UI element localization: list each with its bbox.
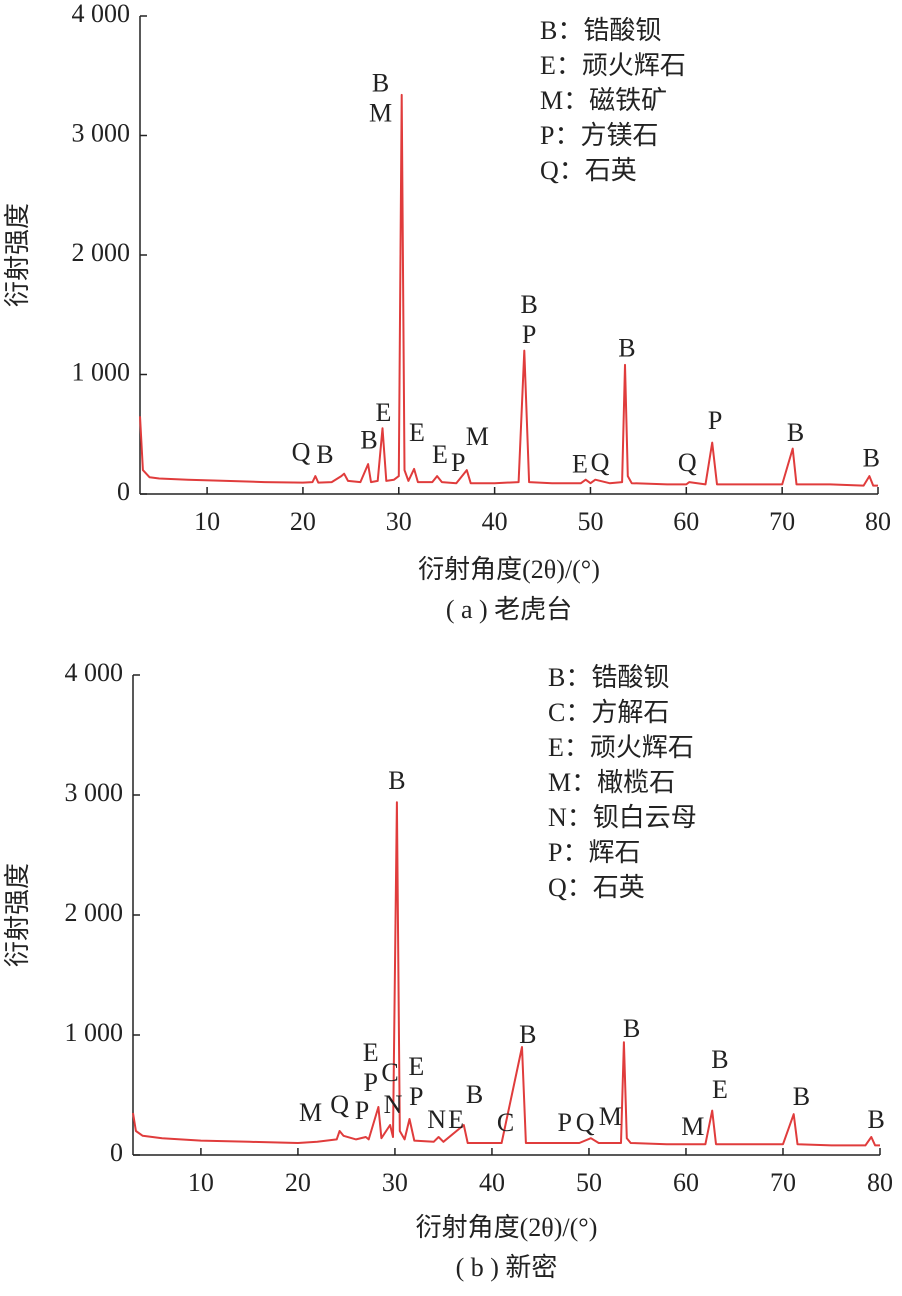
peak-label: C: [497, 1108, 514, 1137]
peak-label: P: [409, 1082, 423, 1111]
peak-label: B: [316, 440, 333, 469]
peak-label: E: [375, 398, 391, 427]
peak-label: B: [372, 68, 389, 97]
peak-label: B: [388, 766, 405, 795]
x-axis-label: 衍射角度(2θ)/(°): [418, 555, 600, 584]
x-tick-label: 70: [769, 507, 795, 536]
peak-label: E: [572, 450, 588, 479]
x-tick-label: 20: [290, 507, 316, 536]
peak-label: E: [432, 440, 448, 469]
peak-label: E: [409, 418, 425, 447]
y-tick-label: 0: [110, 1138, 123, 1167]
peak-label: Q: [591, 448, 610, 477]
y-tick-label: 2 000: [72, 238, 131, 267]
peak-label: B: [863, 444, 880, 473]
legend-entry: M：橄榄石: [548, 768, 675, 797]
legend-entry: P：方镁石: [540, 121, 658, 150]
x-tick-label: 40: [479, 1168, 505, 1197]
legend-entry: P：辉石: [548, 838, 640, 867]
spectrum-line: [132, 801, 880, 1147]
peak-label: P: [363, 1068, 377, 1097]
spectrum-line: [139, 93, 878, 487]
peak-label: E: [448, 1105, 464, 1134]
y-tick-label: 1 000: [65, 1018, 124, 1047]
caption: ( b ) 新密: [456, 1253, 558, 1282]
peak-label: Q: [292, 438, 311, 467]
peak-label: B: [711, 1045, 728, 1074]
y-tick-label: 1 000: [72, 357, 131, 386]
x-tick-label: 20: [285, 1168, 311, 1197]
x-tick-label: 80: [867, 1168, 893, 1197]
x-tick-label: 70: [770, 1168, 796, 1197]
y-tick-label: 0: [117, 477, 130, 506]
legend-entry: Q：石英: [540, 156, 637, 185]
peak-label: B: [618, 334, 635, 363]
x-axis-label: 衍射角度(2θ)/(°): [416, 1213, 598, 1242]
peak-label: B: [867, 1105, 884, 1134]
peak-label: M: [299, 1098, 322, 1127]
peak-label: P: [522, 320, 536, 349]
peak-label: M: [369, 98, 392, 127]
peak-label: B: [623, 1014, 640, 1043]
peak-label: P: [557, 1108, 571, 1137]
x-tick-label: 30: [382, 1168, 408, 1197]
legend-entry: C：方解石: [548, 698, 669, 727]
caption: ( a ) 老虎台: [446, 595, 572, 624]
y-axis-label: 衍射强度: [3, 203, 32, 307]
y-tick-label: 4 000: [65, 658, 124, 687]
y-tick-label: 3 000: [65, 778, 124, 807]
legend-entry: Q：石英: [548, 873, 645, 902]
peak-label: N: [384, 1090, 403, 1119]
legend-entry: E：顽火辉石: [540, 51, 686, 80]
peak-label: M: [466, 422, 489, 451]
x-tick-label: 40: [482, 507, 508, 536]
y-tick-label: 2 000: [65, 898, 124, 927]
peak-label: B: [360, 426, 377, 455]
x-tick-label: 10: [188, 1168, 214, 1197]
peak-label: P: [355, 1096, 369, 1125]
x-tick-label: 80: [865, 507, 891, 536]
peak-label: E: [363, 1038, 379, 1067]
x-tick-label: 50: [576, 1168, 602, 1197]
peak-label: B: [520, 290, 537, 319]
peak-label: E: [712, 1075, 728, 1104]
peak-label: Q: [330, 1090, 349, 1119]
y-tick-label: 3 000: [72, 118, 131, 147]
peak-label: B: [519, 1020, 536, 1049]
legend-entry: B：锆酸钡: [540, 16, 661, 45]
peak-label: B: [466, 1080, 483, 1109]
x-tick-label: 60: [673, 507, 699, 536]
legend-entry: E：顽火辉石: [548, 733, 694, 762]
legend-entry: B：锆酸钡: [548, 663, 669, 692]
x-tick-label: 30: [386, 507, 412, 536]
x-tick-label: 60: [673, 1168, 699, 1197]
peak-label: N: [427, 1105, 446, 1134]
peak-label: E: [408, 1052, 424, 1081]
peak-label: B: [793, 1082, 810, 1111]
x-tick-label: 50: [577, 507, 603, 536]
x-tick-label: 10: [194, 507, 220, 536]
peak-label: B: [787, 418, 804, 447]
peak-label: C: [381, 1058, 398, 1087]
legend-entry: N：钡白云母: [548, 803, 697, 832]
peak-label: Q: [678, 448, 697, 477]
legend-entry: M：磁铁矿: [540, 86, 667, 115]
peak-label: M: [599, 1102, 622, 1131]
peak-label: P: [451, 448, 465, 477]
peak-label: M: [681, 1112, 704, 1141]
y-tick-label: 4 000: [72, 0, 131, 28]
peak-label: P: [708, 406, 722, 435]
y-axis-label: 衍射强度: [3, 863, 32, 967]
peak-label: Q: [576, 1108, 595, 1137]
